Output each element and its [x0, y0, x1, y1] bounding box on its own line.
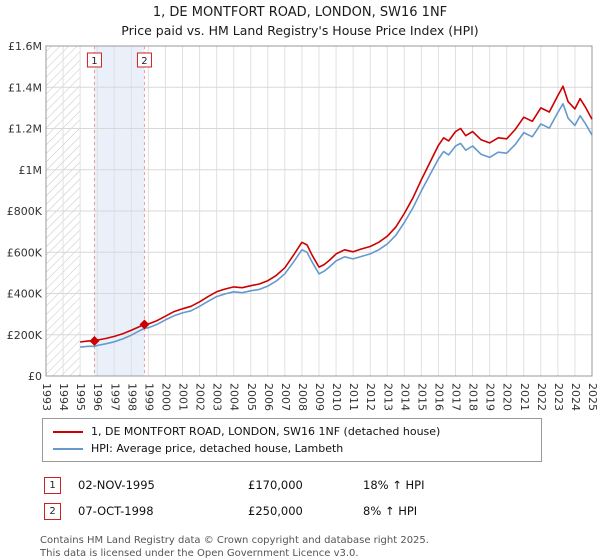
svg-text:£1.2M: £1.2M — [8, 123, 42, 136]
svg-text:2013: 2013 — [381, 383, 394, 411]
price-chart: 1 2 £0 £200K £400K £600K £800K £1M £1.2M £1.4M £1.… — [7, 40, 599, 411]
transaction-price: £170,000 — [248, 478, 303, 492]
transaction-marker: 1 — [44, 476, 61, 494]
legend-label-hpi: HPI: Average price, detached house, Lamb… — [91, 442, 344, 455]
copyright-line-2: This data is licensed under the Open Gov… — [40, 548, 359, 559]
transaction-price: £250,000 — [248, 504, 303, 518]
svg-text:1993: 1993 — [40, 383, 53, 411]
svg-text:2017: 2017 — [450, 383, 463, 411]
svg-text:2020: 2020 — [501, 383, 514, 411]
copyright-footer: Contains HM Land Registry data © Crown c… — [40, 534, 600, 560]
svg-text:£1.6M: £1.6M — [8, 40, 42, 53]
transactions-list: 1 02-NOV-1995 £170,000 18% ↑ HPI 2 07-OC… — [44, 472, 600, 524]
svg-text:2001: 2001 — [177, 383, 190, 411]
transaction-row: 1 02-NOV-1995 £170,000 18% ↑ HPI — [44, 472, 600, 498]
legend-label-property: 1, DE MONTFORT ROAD, LONDON, SW16 1NF (d… — [91, 425, 441, 438]
svg-text:2018: 2018 — [467, 383, 480, 411]
svg-text:£600K: £600K — [7, 246, 43, 259]
page-subtitle: Price paid vs. HM Land Registry's House … — [121, 23, 479, 38]
svg-text:2000: 2000 — [159, 383, 172, 411]
svg-text:2022: 2022 — [535, 383, 548, 411]
svg-text:2019: 2019 — [484, 383, 497, 411]
chart-legend: 1, DE MONTFORT ROAD, LONDON, SW16 1NF (d… — [42, 418, 542, 462]
svg-text:2004: 2004 — [228, 383, 241, 411]
svg-text:2006: 2006 — [262, 383, 275, 411]
svg-text:1997: 1997 — [108, 383, 121, 411]
page-title: 1, DE MONTFORT ROAD, LONDON, SW16 1NF — [152, 5, 448, 20]
svg-text:2007: 2007 — [279, 383, 292, 411]
svg-text:2024: 2024 — [569, 383, 582, 411]
svg-text:1999: 1999 — [142, 383, 155, 411]
svg-text:£800K: £800K — [7, 205, 43, 218]
copyright-line-1: Contains HM Land Registry data © Crown c… — [40, 535, 429, 546]
legend-item-hpi: HPI: Average price, detached house, Lamb… — [49, 440, 535, 457]
svg-text:2003: 2003 — [211, 383, 224, 411]
svg-text:£0: £0 — [28, 370, 42, 383]
svg-text:2015: 2015 — [415, 383, 428, 411]
svg-text:2009: 2009 — [313, 383, 326, 411]
svg-text:£1M: £1M — [19, 164, 43, 177]
svg-text:2016: 2016 — [432, 383, 445, 411]
svg-text:2010: 2010 — [330, 383, 343, 411]
transaction-row: 2 07-OCT-1998 £250,000 8% ↑ HPI — [44, 498, 600, 524]
svg-text:2002: 2002 — [194, 383, 207, 411]
svg-text:2014: 2014 — [398, 383, 411, 411]
svg-text:2025: 2025 — [586, 383, 599, 411]
svg-text:1998: 1998 — [125, 383, 138, 411]
svg-text:2021: 2021 — [518, 383, 531, 411]
svg-text:1995: 1995 — [74, 383, 87, 411]
svg-text:2: 2 — [141, 56, 147, 67]
svg-text:1994: 1994 — [57, 383, 70, 411]
chart-header: 1, DE MONTFORT ROAD, LONDON, SW16 1NF Pr… — [0, 0, 600, 38]
svg-text:2012: 2012 — [364, 383, 377, 411]
svg-text:2008: 2008 — [296, 383, 309, 411]
svg-text:£1.4M: £1.4M — [8, 81, 42, 94]
legend-item-property: 1, DE MONTFORT ROAD, LONDON, SW16 1NF (d… — [49, 423, 535, 440]
transaction-date: 07-OCT-1998 — [78, 504, 154, 518]
legend-swatch-property — [53, 430, 83, 433]
svg-text:1996: 1996 — [91, 383, 104, 411]
transaction-marker: 2 — [44, 502, 61, 520]
svg-text:2005: 2005 — [245, 383, 258, 411]
transaction-hpi-delta: 18% ↑ HPI — [363, 478, 425, 492]
svg-text:£200K: £200K — [7, 329, 43, 342]
svg-text:£400K: £400K — [7, 288, 43, 301]
svg-text:2023: 2023 — [552, 383, 565, 411]
svg-text:2011: 2011 — [347, 383, 360, 411]
legend-swatch-hpi — [53, 447, 83, 450]
transaction-hpi-delta: 8% ↑ HPI — [363, 504, 418, 518]
svg-text:1: 1 — [91, 56, 97, 67]
transaction-date: 02-NOV-1995 — [78, 478, 155, 492]
